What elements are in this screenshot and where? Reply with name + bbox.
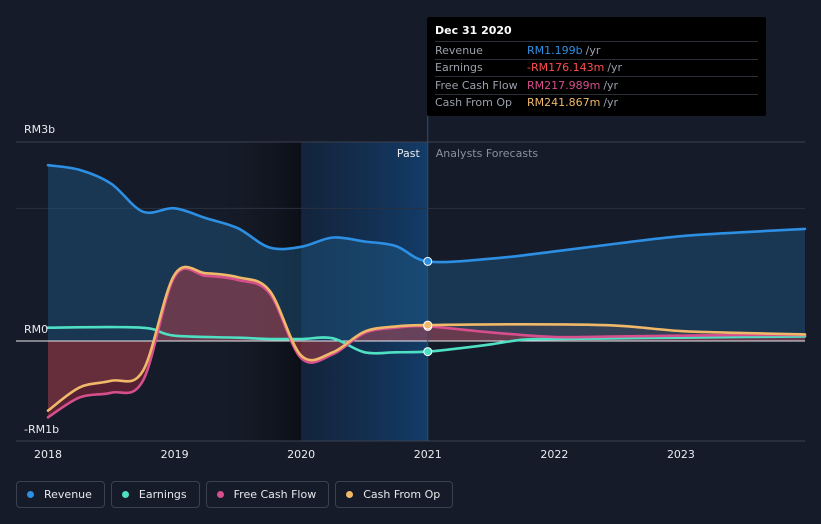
series-line-free-cash-flow (46, 267, 807, 419)
x-tick-label: 2020 (287, 448, 315, 461)
legend-label: Earnings (138, 488, 187, 501)
tooltip-label: Revenue (435, 43, 483, 57)
tooltip-unit: /yr (603, 78, 619, 92)
legend-label: Revenue (44, 488, 92, 501)
x-tick-label: 2022 (540, 448, 568, 461)
past-shade (212, 142, 302, 441)
tooltip-date: Dec 31 2020 (435, 24, 512, 37)
marker-cash-from-op (423, 320, 433, 330)
tooltip-label: Free Cash Flow (435, 78, 518, 92)
series-fill-cash-from-op (48, 266, 805, 411)
tooltip-label: Cash From Op (435, 96, 513, 110)
marker-revenue (423, 256, 433, 266)
tooltip-label: Earnings (435, 61, 483, 75)
legend-item-revenue[interactable]: Revenue (16, 481, 105, 508)
tooltip-unit: /yr (585, 43, 601, 57)
y-label-zero: RM0 (24, 323, 48, 336)
legend-item-free-cash-flow[interactable]: Free Cash Flow (205, 481, 330, 508)
legend-dot-icon (346, 491, 354, 498)
legend-dot-icon (27, 491, 34, 498)
tooltip-value: -RM176.143m (527, 61, 605, 75)
series-line-revenue (46, 163, 807, 264)
legend-item-cash-from-op[interactable]: Cash From Op (335, 481, 454, 508)
tooltip: Dec 31 2020 Revenue RM1.199b /yr Earning… (427, 17, 766, 116)
series-fill-free-cash-flow (48, 268, 805, 418)
tooltip-value: RM241.867m (527, 96, 601, 110)
y-label-top: RM3b (24, 123, 55, 136)
tooltip-row-earnings: Earnings -RM176.143m /yr (435, 58, 758, 77)
tooltip-value: RM1.199b (527, 43, 583, 57)
tooltip-unit: /yr (603, 96, 619, 110)
past-highlight-band (301, 142, 428, 441)
tooltip-row-revenue: Revenue RM1.199b /yr (435, 41, 758, 59)
tooltip-unit: /yr (607, 61, 623, 75)
marker-earnings (423, 347, 433, 357)
legend-item-earnings[interactable]: Earnings (110, 481, 200, 508)
x-tick-label: 2019 (161, 448, 189, 461)
legend: Revenue Earnings Free Cash Flow Cash Fro… (16, 481, 454, 508)
forecast-label: Analysts Forecasts (436, 147, 539, 160)
x-tick-label: 2021 (414, 448, 442, 461)
tooltip-value: RM217.989m (527, 78, 601, 92)
x-tick-label: 2018 (34, 448, 62, 461)
tooltip-row-cash-from-op: Cash From Op RM241.867m /yr (435, 93, 758, 112)
series-fill-revenue (48, 165, 805, 341)
legend-label: Free Cash Flow (233, 488, 317, 501)
legend-label: Cash From Op (363, 488, 441, 501)
series-line-earnings (46, 325, 807, 355)
legend-dot-icon (121, 491, 129, 498)
legend-dot-icon (216, 491, 224, 498)
past-label: Past (397, 147, 421, 160)
y-label-bottom: -RM1b (24, 423, 59, 436)
tooltip-row-free-cash-flow: Free Cash Flow RM217.989m /yr (435, 76, 758, 94)
series-line-cash-from-op (46, 265, 807, 412)
x-tick-label: 2023 (667, 448, 695, 461)
